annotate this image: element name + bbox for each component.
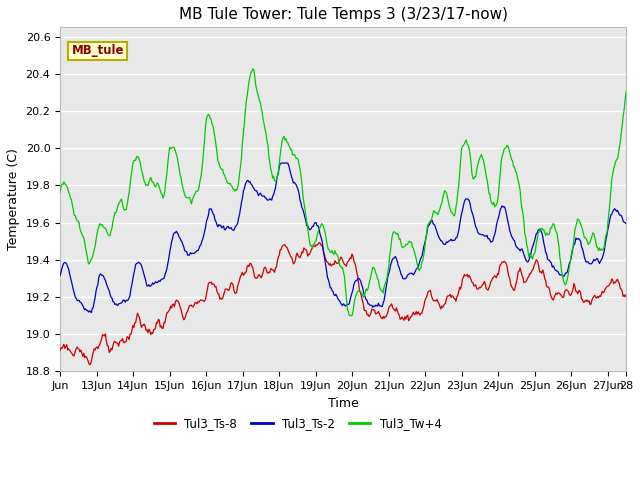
Title: MB Tule Tower: Tule Temps 3 (3/23/17-now): MB Tule Tower: Tule Temps 3 (3/23/17-now…: [179, 7, 508, 22]
Legend: Tul3_Ts-8, Tul3_Ts-2, Tul3_Tw+4: Tul3_Ts-8, Tul3_Ts-2, Tul3_Tw+4: [149, 412, 447, 434]
Text: MB_tule: MB_tule: [72, 45, 124, 58]
X-axis label: Time: Time: [328, 396, 358, 410]
Y-axis label: Temperature (C): Temperature (C): [7, 148, 20, 250]
